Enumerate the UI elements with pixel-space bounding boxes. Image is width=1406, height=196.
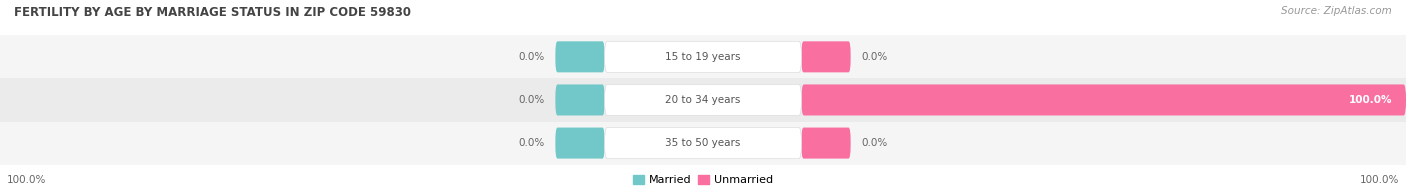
Text: Source: ZipAtlas.com: Source: ZipAtlas.com [1281, 6, 1392, 16]
Text: 100.0%: 100.0% [1348, 95, 1392, 105]
FancyBboxPatch shape [605, 128, 801, 159]
FancyBboxPatch shape [801, 128, 851, 159]
FancyBboxPatch shape [0, 41, 1406, 72]
Text: 0.0%: 0.0% [519, 95, 546, 105]
FancyBboxPatch shape [0, 128, 1406, 159]
FancyBboxPatch shape [555, 128, 605, 159]
FancyBboxPatch shape [801, 41, 851, 72]
Text: 0.0%: 0.0% [519, 52, 546, 62]
Text: 15 to 19 years: 15 to 19 years [665, 52, 741, 62]
Text: FERTILITY BY AGE BY MARRIAGE STATUS IN ZIP CODE 59830: FERTILITY BY AGE BY MARRIAGE STATUS IN Z… [14, 6, 411, 19]
Text: 20 to 34 years: 20 to 34 years [665, 95, 741, 105]
Text: 0.0%: 0.0% [860, 52, 887, 62]
FancyBboxPatch shape [605, 84, 801, 115]
FancyBboxPatch shape [605, 41, 801, 72]
Text: 100.0%: 100.0% [7, 175, 46, 185]
Legend: Married, Unmarried: Married, Unmarried [628, 171, 778, 190]
FancyBboxPatch shape [0, 84, 1406, 115]
Text: 35 to 50 years: 35 to 50 years [665, 138, 741, 148]
Text: 0.0%: 0.0% [519, 138, 546, 148]
FancyBboxPatch shape [555, 41, 605, 72]
FancyBboxPatch shape [801, 84, 1406, 115]
Text: 0.0%: 0.0% [860, 138, 887, 148]
Text: 100.0%: 100.0% [1360, 175, 1399, 185]
FancyBboxPatch shape [555, 84, 605, 115]
